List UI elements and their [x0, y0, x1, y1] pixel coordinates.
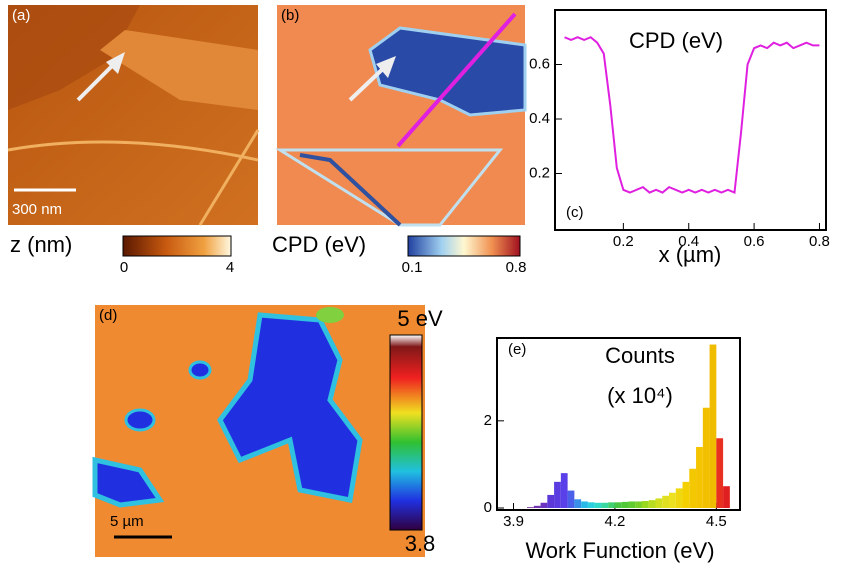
y-tick-label: 2: [484, 412, 492, 429]
colorbar-title: z (nm): [10, 232, 72, 257]
bar: [601, 502, 609, 508]
colorbar-tick-label: 0: [120, 259, 128, 276]
bar: [621, 501, 629, 508]
panel-label: (b): [281, 7, 299, 24]
bar: [628, 501, 636, 508]
bar: [669, 492, 676, 508]
bar: [655, 498, 663, 508]
colorbar: [407, 235, 521, 257]
image-d: (d) 5 µm: [92, 305, 425, 557]
x-axis-label: x (µm): [659, 242, 722, 267]
bar: [587, 502, 595, 508]
bar: [608, 502, 615, 508]
bar: [662, 495, 670, 508]
bar: [581, 501, 588, 508]
x-tick-label: 4.2: [604, 513, 625, 530]
bar: [648, 500, 656, 508]
bar: [635, 501, 642, 508]
bar: [716, 438, 724, 508]
plot-frame: [554, 9, 827, 231]
bar: [533, 505, 541, 508]
line: [564, 36, 820, 195]
colorbar: [122, 235, 232, 257]
bar: [594, 502, 602, 508]
panel-label: (c): [566, 204, 584, 221]
colorbar-tick-label: 0.1: [402, 259, 423, 276]
bar: [675, 488, 683, 508]
annotation: (x 10⁴): [607, 383, 673, 408]
y-tick-label: 0: [484, 499, 492, 516]
bar: [689, 468, 697, 508]
colorbar-tick-label: 5 eV: [397, 306, 443, 331]
bar: [641, 501, 649, 508]
x-tick-label: 0.4: [678, 233, 699, 250]
x-tick-label: 0.2: [613, 233, 634, 250]
y-tick-label: 0.2: [529, 164, 550, 181]
colorbar-tick-label: 0.8: [506, 259, 527, 276]
bar: [614, 502, 622, 508]
panel-label: (e): [508, 341, 526, 358]
bar: [567, 490, 575, 508]
x-tick-label: 0.6: [744, 233, 765, 250]
bar: [574, 499, 582, 508]
annotation: Counts: [605, 343, 675, 368]
colorbar-tick-label: 3.8: [405, 531, 436, 556]
x-tick-label: 0.8: [809, 233, 830, 250]
colorbar: [389, 334, 423, 531]
plot-frame: [496, 337, 741, 511]
bar: [696, 446, 703, 508]
x-axis-label: Work Function (eV): [525, 538, 714, 563]
scale-bar-label: 5 µm: [110, 513, 144, 530]
y-tick-label: 0.6: [529, 55, 550, 72]
bar: [554, 481, 561, 508]
x-tick-label: 4.5: [706, 513, 727, 530]
bar: [702, 407, 710, 508]
bar: [723, 486, 730, 508]
x-tick-label: 3.9: [503, 513, 524, 530]
bar: [560, 473, 568, 508]
y-tick-label: 0.4: [529, 110, 550, 127]
bar: [709, 344, 717, 508]
colorbar-tick-label: 4: [226, 259, 234, 276]
annotation: CPD (eV): [629, 28, 723, 53]
bar: [682, 481, 690, 508]
scale-bar-label: 300 nm: [12, 201, 62, 218]
panel-label: (a): [12, 7, 30, 24]
image-a: (a) 300 nm: [7, 5, 260, 226]
panel-label: (d): [99, 307, 117, 324]
bar: [527, 507, 534, 508]
colorbar-title: CPD (eV): [272, 232, 366, 257]
bar: [547, 494, 555, 508]
image-b: (b): [274, 5, 527, 227]
bar: [540, 502, 548, 508]
